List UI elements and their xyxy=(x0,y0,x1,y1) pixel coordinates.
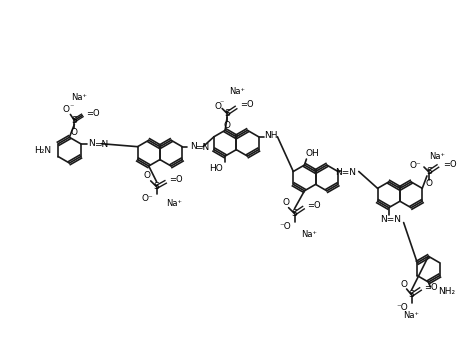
Text: =N: =N xyxy=(195,143,209,152)
Text: O: O xyxy=(71,128,78,137)
Text: O: O xyxy=(143,172,150,180)
Text: =O: =O xyxy=(424,282,437,292)
Text: ⁻O: ⁻O xyxy=(279,222,291,231)
Text: N=N: N=N xyxy=(379,215,400,224)
Text: =O: =O xyxy=(442,159,456,168)
Text: ⁻: ⁻ xyxy=(218,98,223,107)
Text: O: O xyxy=(63,105,70,114)
Text: O: O xyxy=(214,102,221,111)
Text: O⁻: O⁻ xyxy=(408,160,420,170)
Text: =O: =O xyxy=(239,100,253,109)
Text: S: S xyxy=(71,116,77,125)
Text: S: S xyxy=(224,109,229,118)
Text: O: O xyxy=(425,179,432,188)
Text: S: S xyxy=(291,209,297,218)
Text: Na⁺: Na⁺ xyxy=(428,152,444,161)
Text: N=N: N=N xyxy=(335,168,356,177)
Text: ⁻: ⁻ xyxy=(69,102,73,111)
Text: Na⁺: Na⁺ xyxy=(166,199,182,208)
Text: Na⁺: Na⁺ xyxy=(301,230,317,239)
Text: N: N xyxy=(89,139,95,148)
Text: NH: NH xyxy=(263,131,277,140)
Text: =O: =O xyxy=(307,201,320,210)
Text: Na⁺: Na⁺ xyxy=(71,93,87,102)
Text: S: S xyxy=(408,290,414,300)
Text: =O: =O xyxy=(86,109,99,118)
Text: HO: HO xyxy=(209,163,223,173)
Text: O: O xyxy=(223,121,230,130)
Text: O: O xyxy=(399,279,407,288)
Text: S: S xyxy=(425,167,431,177)
Text: S: S xyxy=(153,182,159,191)
Text: ⁻O: ⁻O xyxy=(396,303,408,312)
Text: NH₂: NH₂ xyxy=(437,287,455,297)
Text: =O: =O xyxy=(169,175,183,184)
Text: H₂N: H₂N xyxy=(34,146,51,155)
Text: O⁻: O⁻ xyxy=(142,194,153,203)
Text: O: O xyxy=(281,198,288,207)
Text: OH: OH xyxy=(305,149,318,158)
Text: Na⁺: Na⁺ xyxy=(228,87,245,96)
Text: =N: =N xyxy=(94,140,109,149)
Text: N: N xyxy=(190,142,197,151)
Text: Na⁺: Na⁺ xyxy=(403,311,419,320)
